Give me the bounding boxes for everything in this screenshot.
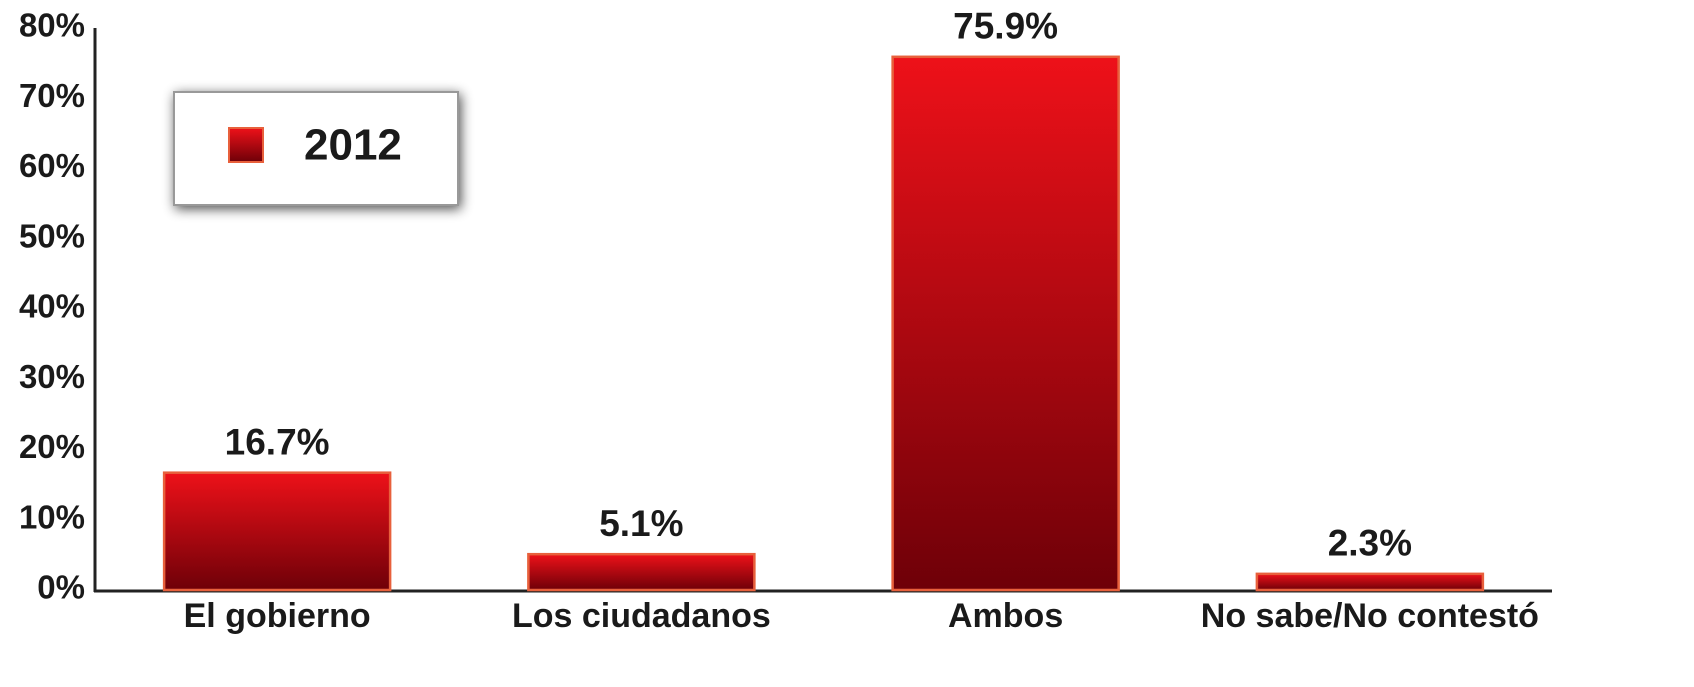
value-label: 2.3%: [1328, 523, 1412, 564]
legend-box: [173, 91, 459, 206]
bar: [891, 55, 1120, 592]
value-label: 5.1%: [599, 503, 683, 544]
x-tick-label: Los ciudadanos: [512, 597, 771, 635]
legend: 2012: [173, 91, 459, 206]
value-label: 75.9%: [953, 6, 1058, 47]
y-tick-label: 20%: [19, 428, 85, 465]
y-tick-label: 80%: [19, 7, 85, 44]
y-tick-label: 0%: [37, 569, 85, 606]
y-tick-label: 50%: [19, 217, 85, 254]
legend-swatch: [228, 127, 264, 163]
y-tick-label: 30%: [19, 358, 85, 395]
y-tick-label: 40%: [19, 288, 85, 325]
bar: [162, 471, 392, 592]
legend-label: 2012: [304, 121, 402, 170]
y-tick-label: 10%: [19, 498, 85, 535]
x-tick-label: Ambos: [948, 597, 1063, 635]
x-tick-label: El gobierno: [184, 597, 371, 635]
y-tick-label: 60%: [19, 147, 85, 184]
y-tick-label: 70%: [19, 77, 85, 114]
bar: [1255, 572, 1485, 592]
bar: [527, 552, 756, 592]
x-tick-label: No sabe/No contestó: [1201, 597, 1539, 635]
value-label: 16.7%: [225, 421, 330, 462]
